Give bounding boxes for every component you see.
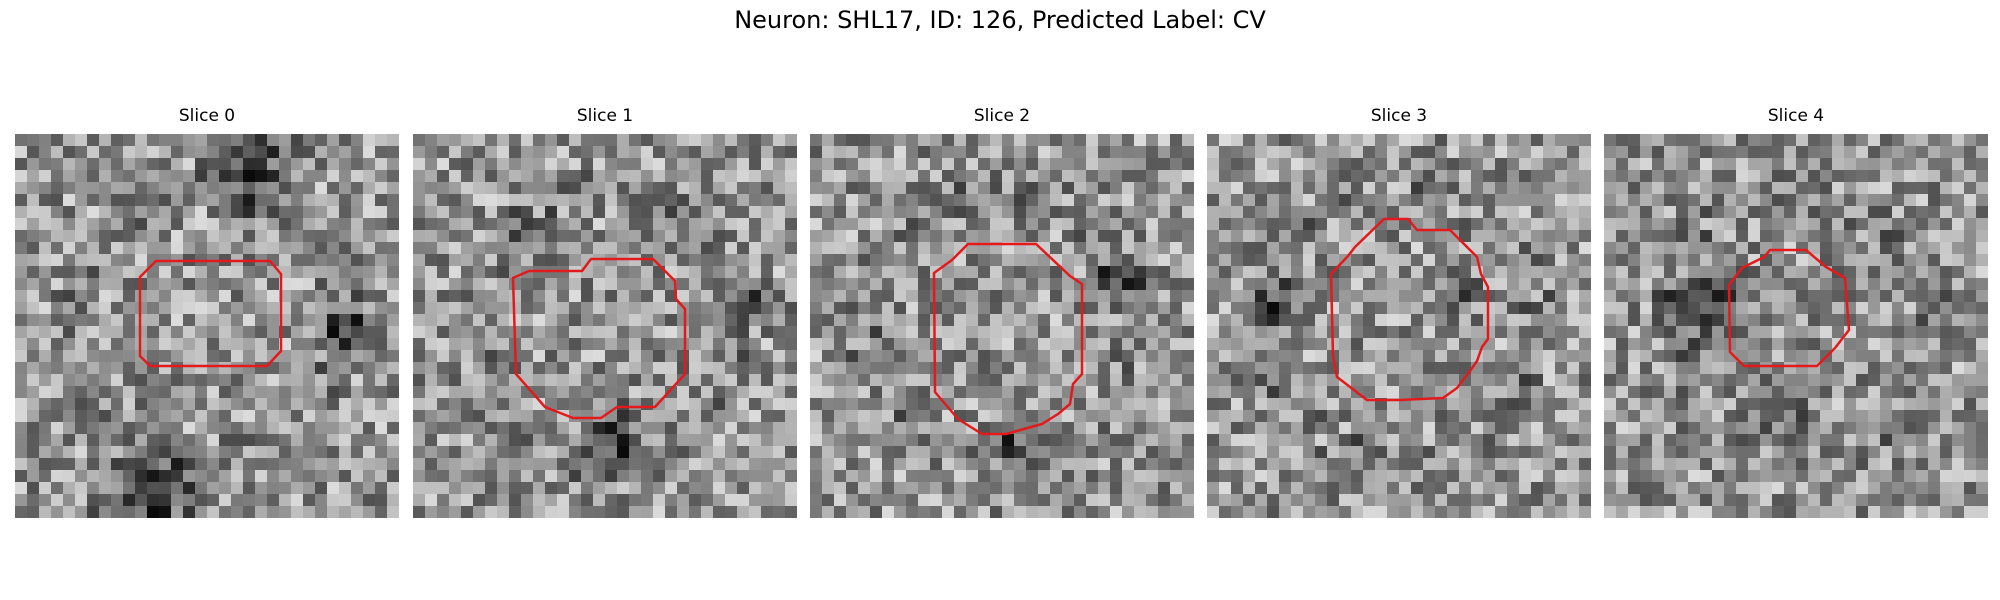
segmentation-contour: [511, 257, 687, 420]
pixel-grid: [1207, 134, 1591, 518]
slice-title: Slice 1: [576, 106, 634, 126]
slice-title: Slice 3: [1370, 106, 1428, 126]
figure-title: Neuron: SHL17, ID: 126, Predicted Label:…: [734, 6, 1266, 34]
pixel-grid: [15, 134, 399, 518]
pixel-grid: [810, 134, 1194, 518]
slice-title: Slice 4: [1767, 106, 1825, 126]
segmentation-contour: [138, 259, 283, 368]
segmentation-contour: [1329, 217, 1490, 402]
slice-title: Slice 0: [178, 106, 236, 126]
slice-image: [1604, 134, 1988, 518]
pixel-grid: [413, 134, 797, 518]
slice-image: [15, 134, 399, 518]
pixel-grid: [1604, 134, 1988, 518]
slice-image: [413, 134, 797, 518]
slice-image: [1207, 134, 1591, 518]
segmentation-contour: [1727, 248, 1851, 368]
slice-image: [810, 134, 1194, 518]
slice-title: Slice 2: [973, 106, 1031, 126]
segmentation-contour: [932, 242, 1084, 436]
